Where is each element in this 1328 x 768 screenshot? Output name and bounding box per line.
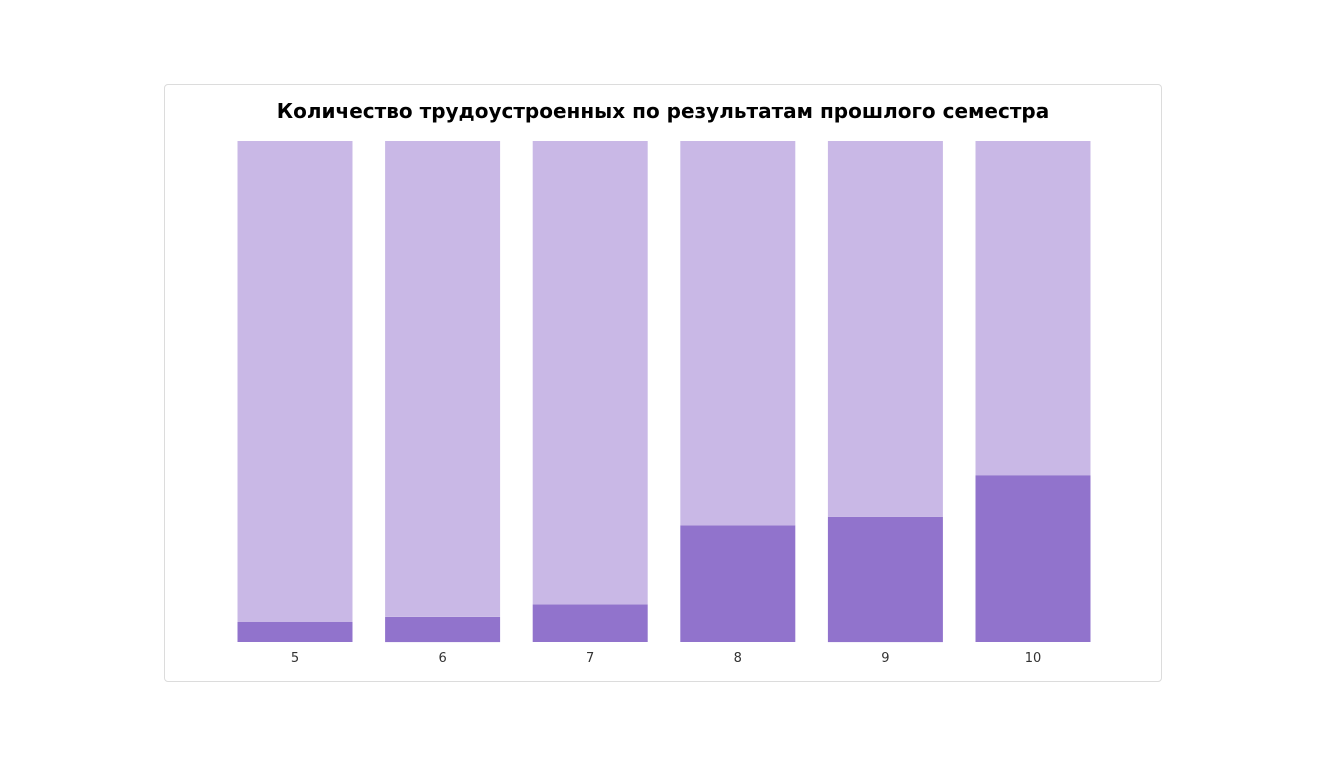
bar-7-segment-1 [532,141,648,605]
chart-card: Количество трудоустроенных по результата… [164,84,1162,682]
x-axis-ticks: 5 6 7 8 9 10 [291,651,1041,666]
bar-8-segment-1 [680,141,796,526]
x-tick-label-9: 9 [881,651,889,666]
x-tick-label-10: 10 [1025,651,1042,666]
chart-title: Количество трудоустроенных по результата… [276,99,1050,123]
bar-8-segment-0 [680,525,796,642]
bar-9-segment-0 [827,516,943,643]
bar-6-segment-0 [385,617,501,643]
bar-7-segment-0 [532,604,648,642]
bar-5-segment-1 [237,141,353,622]
bar-10-segment-1 [975,141,1091,476]
bars-group [237,141,1091,643]
x-tick-label-5: 5 [291,651,299,666]
x-tick-label-7: 7 [586,651,594,666]
x-tick-label-6: 6 [438,651,446,666]
bar-9-segment-1 [827,141,943,517]
bar-chart: 5 6 7 8 9 10 [237,141,1091,666]
bar-6-segment-1 [385,141,501,617]
bar-10-segment-0 [975,475,1091,642]
bar-5-segment-0 [237,622,353,642]
x-tick-label-8: 8 [734,651,742,666]
